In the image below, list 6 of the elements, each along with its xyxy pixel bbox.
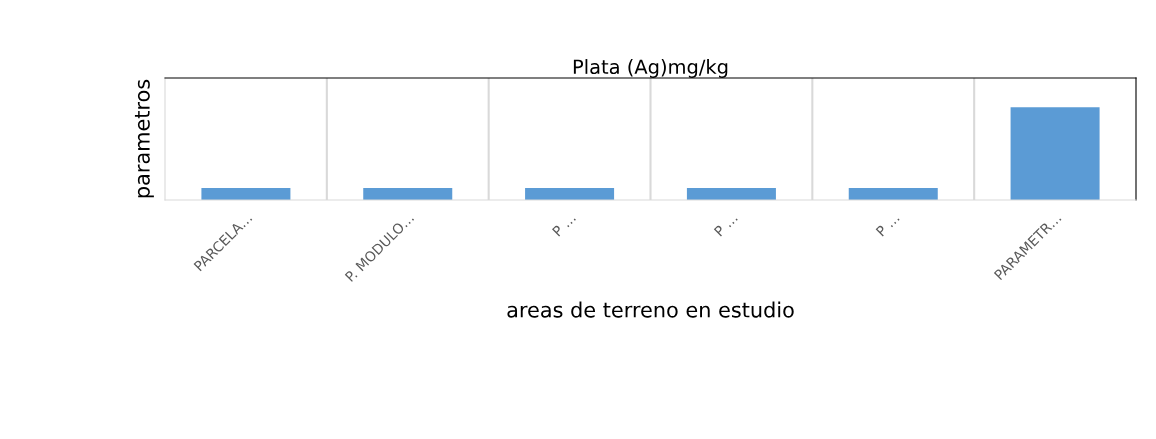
chart-title: Plata (Ag)mg/kg <box>573 59 728 78</box>
x-axis-title: areas de terreno en estudio <box>507 301 794 318</box>
y-axis-title: parametros <box>134 79 154 198</box>
x-tick-label: P … <box>713 212 738 237</box>
x-tick-label: P … <box>875 212 900 237</box>
x-tick-label: P … <box>551 212 576 237</box>
